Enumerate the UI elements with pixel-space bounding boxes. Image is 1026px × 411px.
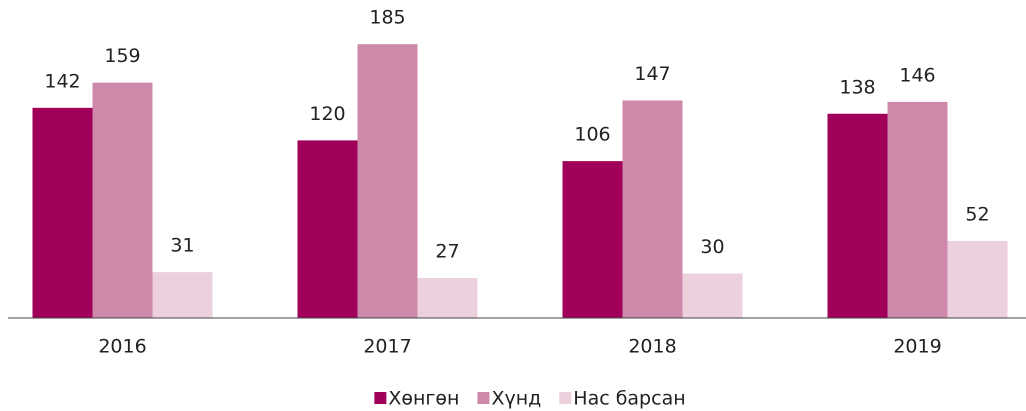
value-label: 52 bbox=[965, 204, 989, 226]
x-tick-label: 2016 bbox=[98, 336, 146, 358]
value-label: 31 bbox=[170, 235, 194, 257]
legend-label: Хүнд bbox=[491, 388, 541, 410]
legend-swatch bbox=[559, 392, 572, 404]
bar bbox=[947, 241, 1008, 318]
legend-label: Хөнгөн bbox=[388, 388, 459, 410]
x-tick-label: 2018 bbox=[628, 336, 676, 358]
legend-swatch bbox=[374, 392, 387, 404]
value-label: 106 bbox=[574, 124, 610, 146]
value-label: 142 bbox=[44, 70, 80, 92]
value-label: 159 bbox=[104, 45, 140, 67]
legend-label: Нас барсан bbox=[573, 388, 685, 410]
value-label: 120 bbox=[309, 103, 345, 125]
value-label: 185 bbox=[369, 7, 405, 29]
bar bbox=[357, 44, 418, 318]
bar bbox=[562, 161, 623, 318]
legend-swatch bbox=[477, 392, 490, 404]
value-label: 30 bbox=[700, 236, 724, 258]
bar bbox=[152, 272, 213, 318]
bar bbox=[32, 107, 93, 318]
bar bbox=[682, 273, 743, 318]
bar bbox=[887, 101, 948, 318]
bar bbox=[417, 278, 478, 318]
value-label: 146 bbox=[899, 64, 935, 86]
value-label: 147 bbox=[634, 63, 670, 85]
bar bbox=[297, 140, 358, 318]
bar bbox=[622, 100, 683, 318]
bar bbox=[827, 113, 888, 318]
bar bbox=[92, 82, 153, 319]
value-label: 138 bbox=[839, 76, 875, 98]
value-label: 27 bbox=[435, 241, 459, 263]
x-tick-label: 2019 bbox=[893, 336, 941, 358]
x-tick-label: 2017 bbox=[363, 336, 411, 358]
